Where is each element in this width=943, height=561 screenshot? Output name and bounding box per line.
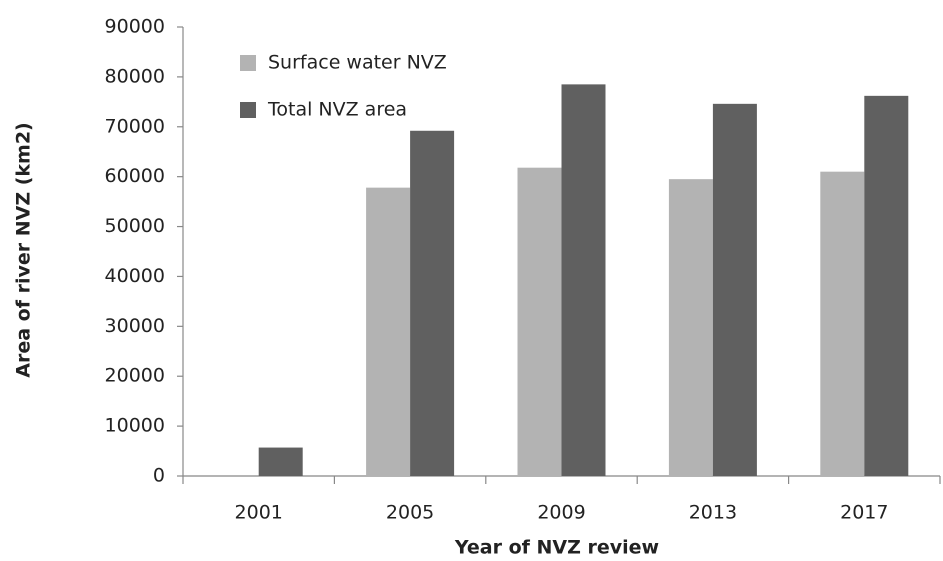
y-axis-label: Area of river NVZ (km2) bbox=[13, 122, 35, 378]
y-tick-label: 50000 bbox=[105, 215, 165, 237]
y-tick-label: 0 bbox=[153, 465, 165, 487]
x-axis-label: Year of NVZ review bbox=[454, 537, 659, 559]
y-tick-label: 80000 bbox=[105, 65, 165, 87]
y-tick-label: 10000 bbox=[105, 415, 165, 437]
x-tick-label: 2017 bbox=[840, 502, 888, 524]
bar bbox=[668, 179, 713, 476]
bar bbox=[258, 447, 303, 476]
bar bbox=[366, 187, 411, 477]
legend-swatch bbox=[240, 55, 256, 71]
x-tick-label: 2005 bbox=[386, 502, 434, 524]
x-tick-label: 2009 bbox=[537, 502, 585, 524]
legend-label: Surface water NVZ bbox=[268, 52, 447, 74]
legend-swatch bbox=[240, 102, 256, 118]
x-tick-label: 2013 bbox=[689, 502, 737, 524]
bar bbox=[820, 171, 865, 476]
y-tick-label: 90000 bbox=[105, 16, 165, 38]
bar bbox=[517, 167, 562, 477]
y-tick-label: 70000 bbox=[105, 115, 165, 137]
bar bbox=[712, 103, 757, 476]
bar bbox=[864, 95, 909, 476]
y-tick-label: 20000 bbox=[105, 365, 165, 387]
y-tick-label: 40000 bbox=[105, 265, 165, 287]
y-tick-label: 60000 bbox=[105, 165, 165, 187]
x-tick-label: 2001 bbox=[235, 502, 283, 524]
legend-label: Total NVZ area bbox=[267, 99, 407, 121]
bar bbox=[561, 84, 606, 476]
y-tick-label: 30000 bbox=[105, 315, 165, 337]
bar bbox=[410, 130, 455, 476]
